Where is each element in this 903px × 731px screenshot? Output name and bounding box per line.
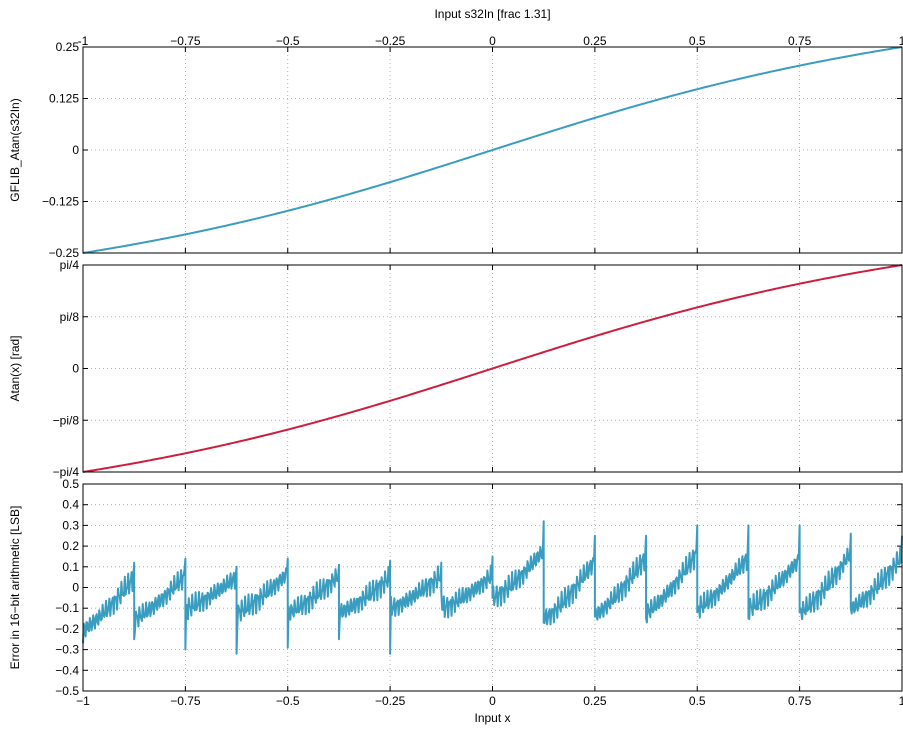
x-tick-label: −0.75	[170, 694, 201, 708]
x-tick-label: 0.5	[689, 34, 706, 48]
y-tick-label: 0.125	[49, 92, 79, 106]
y-tick-label: −0.2	[55, 622, 79, 636]
x-tick-label: −0.25	[375, 34, 406, 48]
panel-2	[82, 264, 903, 473]
x-tick-label: 0.5	[689, 694, 706, 708]
x-tick-label: −0.5	[276, 694, 300, 708]
x-tick-label: 0	[489, 694, 496, 708]
x-tick-label: 1	[899, 694, 903, 708]
series-line	[82, 520, 903, 655]
y-tick-label: pi/4	[60, 258, 80, 272]
y-tick-label: 0.3	[62, 518, 79, 532]
x-tick-label: 0.25	[583, 694, 607, 708]
panel-3	[82, 483, 903, 692]
x-tick-label: 0.75	[788, 694, 812, 708]
y-tick-label: pi/8	[60, 310, 80, 324]
y-tick-label: 0	[72, 362, 79, 376]
y-tick-label: 0	[72, 143, 79, 157]
y-tick-label: 0.25	[56, 40, 80, 54]
x-tick-label: 0.25	[583, 34, 607, 48]
y-tick-label: −0.125	[42, 195, 79, 209]
y-axis-label: Atan(x) [rad]	[8, 335, 22, 401]
y-tick-label: 0.5	[62, 477, 79, 491]
series-line	[82, 46, 903, 254]
y-tick-label: −0.25	[49, 246, 80, 260]
y-tick-label: −0.3	[55, 643, 79, 657]
top-x-axis-label: Input s32In [frac 1.31]	[434, 7, 550, 21]
y-tick-label: 0.1	[62, 560, 79, 574]
x-tick-label: -1	[78, 34, 89, 48]
axes-box	[82, 483, 903, 692]
y-tick-label: −pi/8	[53, 413, 80, 427]
y-axis-label: Error in 16−bit arithmetic [LSB]	[8, 506, 22, 670]
x-tick-label: −0.75	[170, 34, 201, 48]
axes-box	[82, 46, 903, 254]
y-tick-label: −0.1	[55, 601, 79, 615]
x-tick-label: −0.5	[276, 34, 300, 48]
y-tick-label: 0.4	[62, 498, 79, 512]
x-tick-label: −1	[76, 694, 90, 708]
x-tick-label: 0	[489, 34, 496, 48]
x-tick-label: −0.25	[375, 694, 406, 708]
y-tick-label: 0.2	[62, 539, 79, 553]
y-tick-label: −0.5	[55, 684, 79, 698]
y-axis-label: GFLIB_Atan(s32In)	[8, 98, 22, 201]
axes-box	[82, 264, 903, 473]
panel-1	[82, 46, 903, 254]
x-axis-label: Input x	[474, 711, 510, 725]
y-tick-label: −0.4	[55, 663, 79, 677]
y-tick-label: 0	[72, 581, 79, 595]
x-tick-label: 0.75	[788, 34, 812, 48]
x-tick-label: 1	[899, 34, 903, 48]
y-tick-label: −pi/4	[53, 465, 80, 479]
series-line	[82, 264, 903, 473]
